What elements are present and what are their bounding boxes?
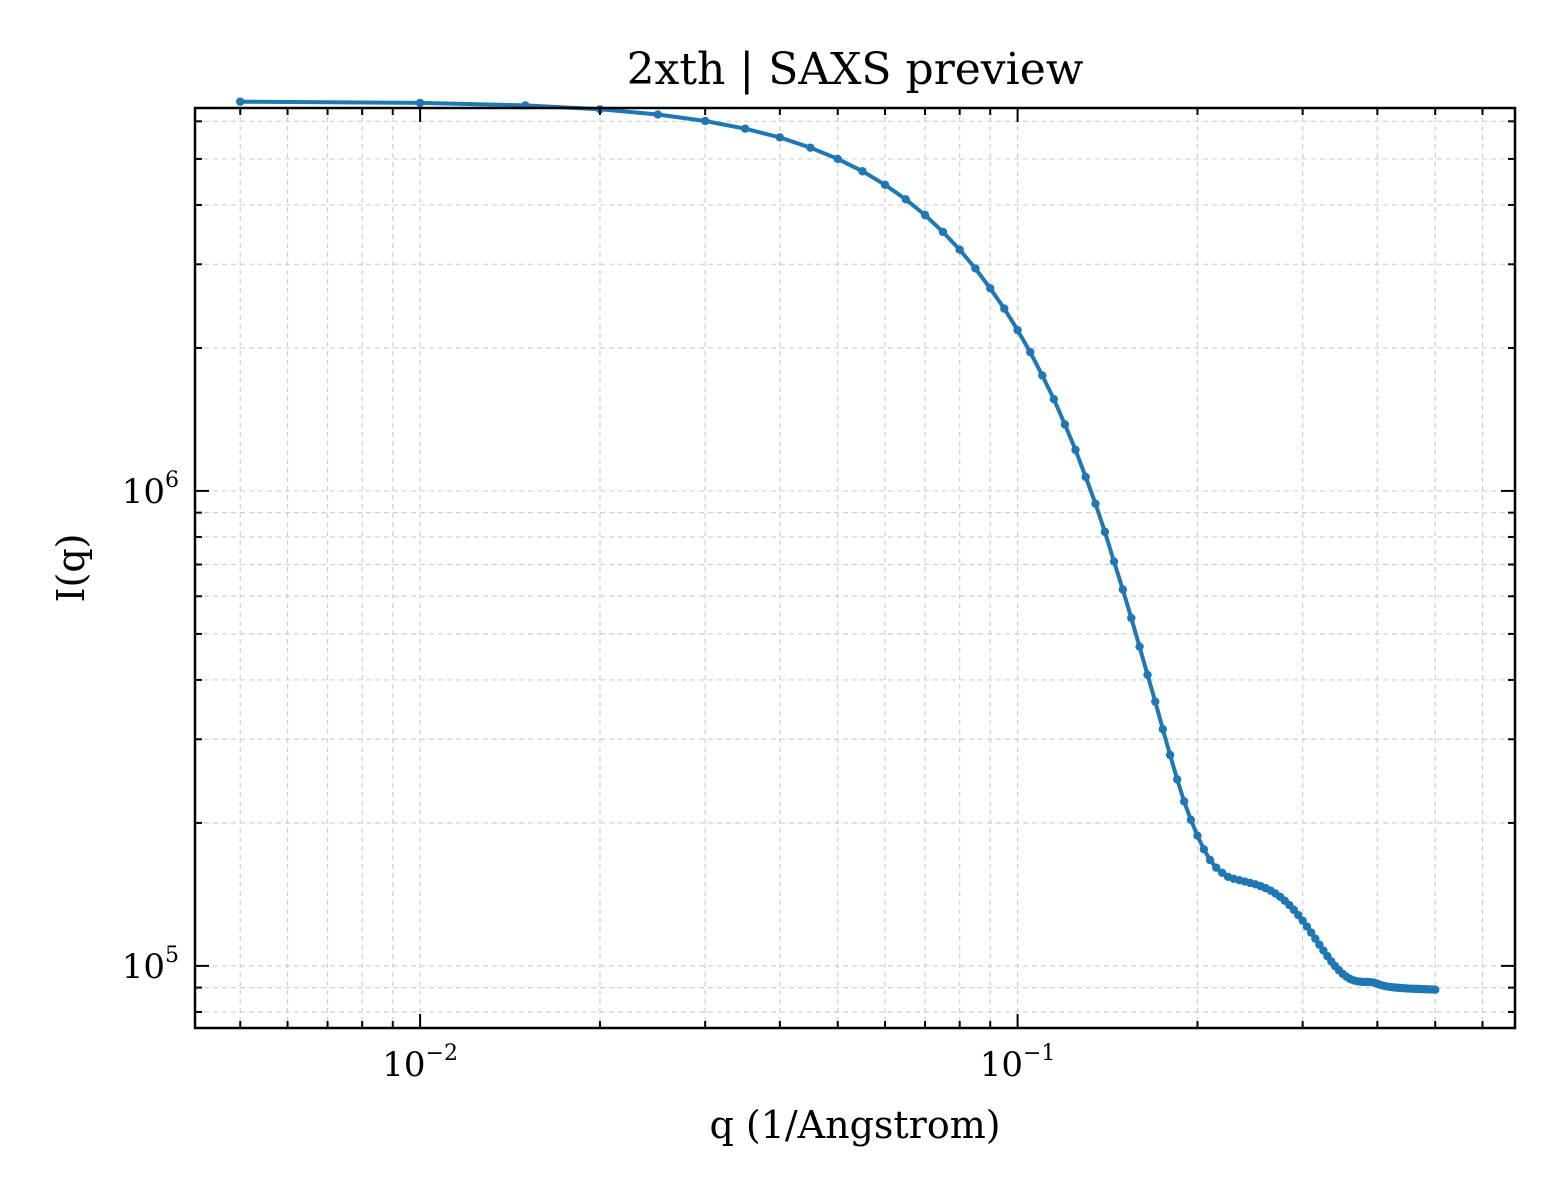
chart-title: 2xth | SAXS preview	[627, 44, 1084, 95]
data-point	[236, 97, 245, 106]
data-point	[1049, 394, 1059, 404]
data-point	[1311, 934, 1320, 943]
data-point	[1026, 347, 1035, 357]
data-point	[1013, 325, 1022, 335]
data-point	[1038, 371, 1047, 380]
data-point	[1100, 527, 1110, 537]
data-point	[740, 124, 750, 133]
data-point	[1212, 863, 1221, 872]
data-point	[920, 210, 930, 220]
data-point	[1298, 916, 1307, 925]
data-point	[775, 133, 785, 142]
series-layer	[236, 97, 1440, 994]
data-point	[858, 167, 867, 176]
data-point	[1000, 304, 1009, 313]
data-point	[1205, 855, 1215, 865]
data-point	[1118, 585, 1128, 594]
data-point	[1135, 642, 1144, 651]
data-point	[880, 180, 890, 190]
data-point	[1109, 557, 1119, 566]
data-point	[833, 154, 842, 164]
data-point	[1143, 670, 1152, 680]
plot-frame	[193, 106, 1517, 1030]
data-point	[1186, 815, 1196, 825]
data-point	[1071, 445, 1080, 455]
y-tick-label: 105	[122, 943, 179, 987]
data-point	[901, 195, 911, 204]
data-point	[806, 143, 815, 152]
x-tick-label: 10−2	[382, 1041, 458, 1085]
data-point	[971, 264, 980, 273]
x-tick-label: 10−1	[980, 1041, 1056, 1085]
data-point	[1060, 420, 1070, 429]
data-point	[1158, 725, 1167, 734]
data-point	[1302, 922, 1312, 931]
grid-lines	[195, 108, 1515, 1028]
data-point	[1091, 499, 1100, 508]
data-point	[1081, 472, 1090, 482]
data-point	[1306, 928, 1316, 937]
data-point	[1193, 831, 1202, 840]
data-point	[1127, 613, 1136, 623]
data-point	[653, 110, 663, 119]
data-point	[415, 98, 425, 108]
y-tick-label: 106	[122, 468, 179, 512]
data-point	[1173, 775, 1182, 784]
y-axis-label: I(q)	[49, 534, 93, 603]
data-point	[700, 116, 710, 126]
tick-labels: 10−2 10−1 105 106	[122, 468, 1056, 1085]
data-point	[1179, 797, 1189, 806]
data-point	[1315, 940, 1324, 949]
data-point	[1165, 750, 1175, 760]
data-point	[1199, 845, 1209, 854]
data-point	[1151, 697, 1160, 706]
data-point	[1431, 985, 1440, 994]
data-point	[986, 284, 995, 293]
axis-ticks	[195, 108, 1515, 1028]
data-point	[938, 227, 948, 237]
x-axis-label: q (1/Angstrom)	[709, 1103, 1000, 1147]
data-point	[955, 245, 964, 254]
